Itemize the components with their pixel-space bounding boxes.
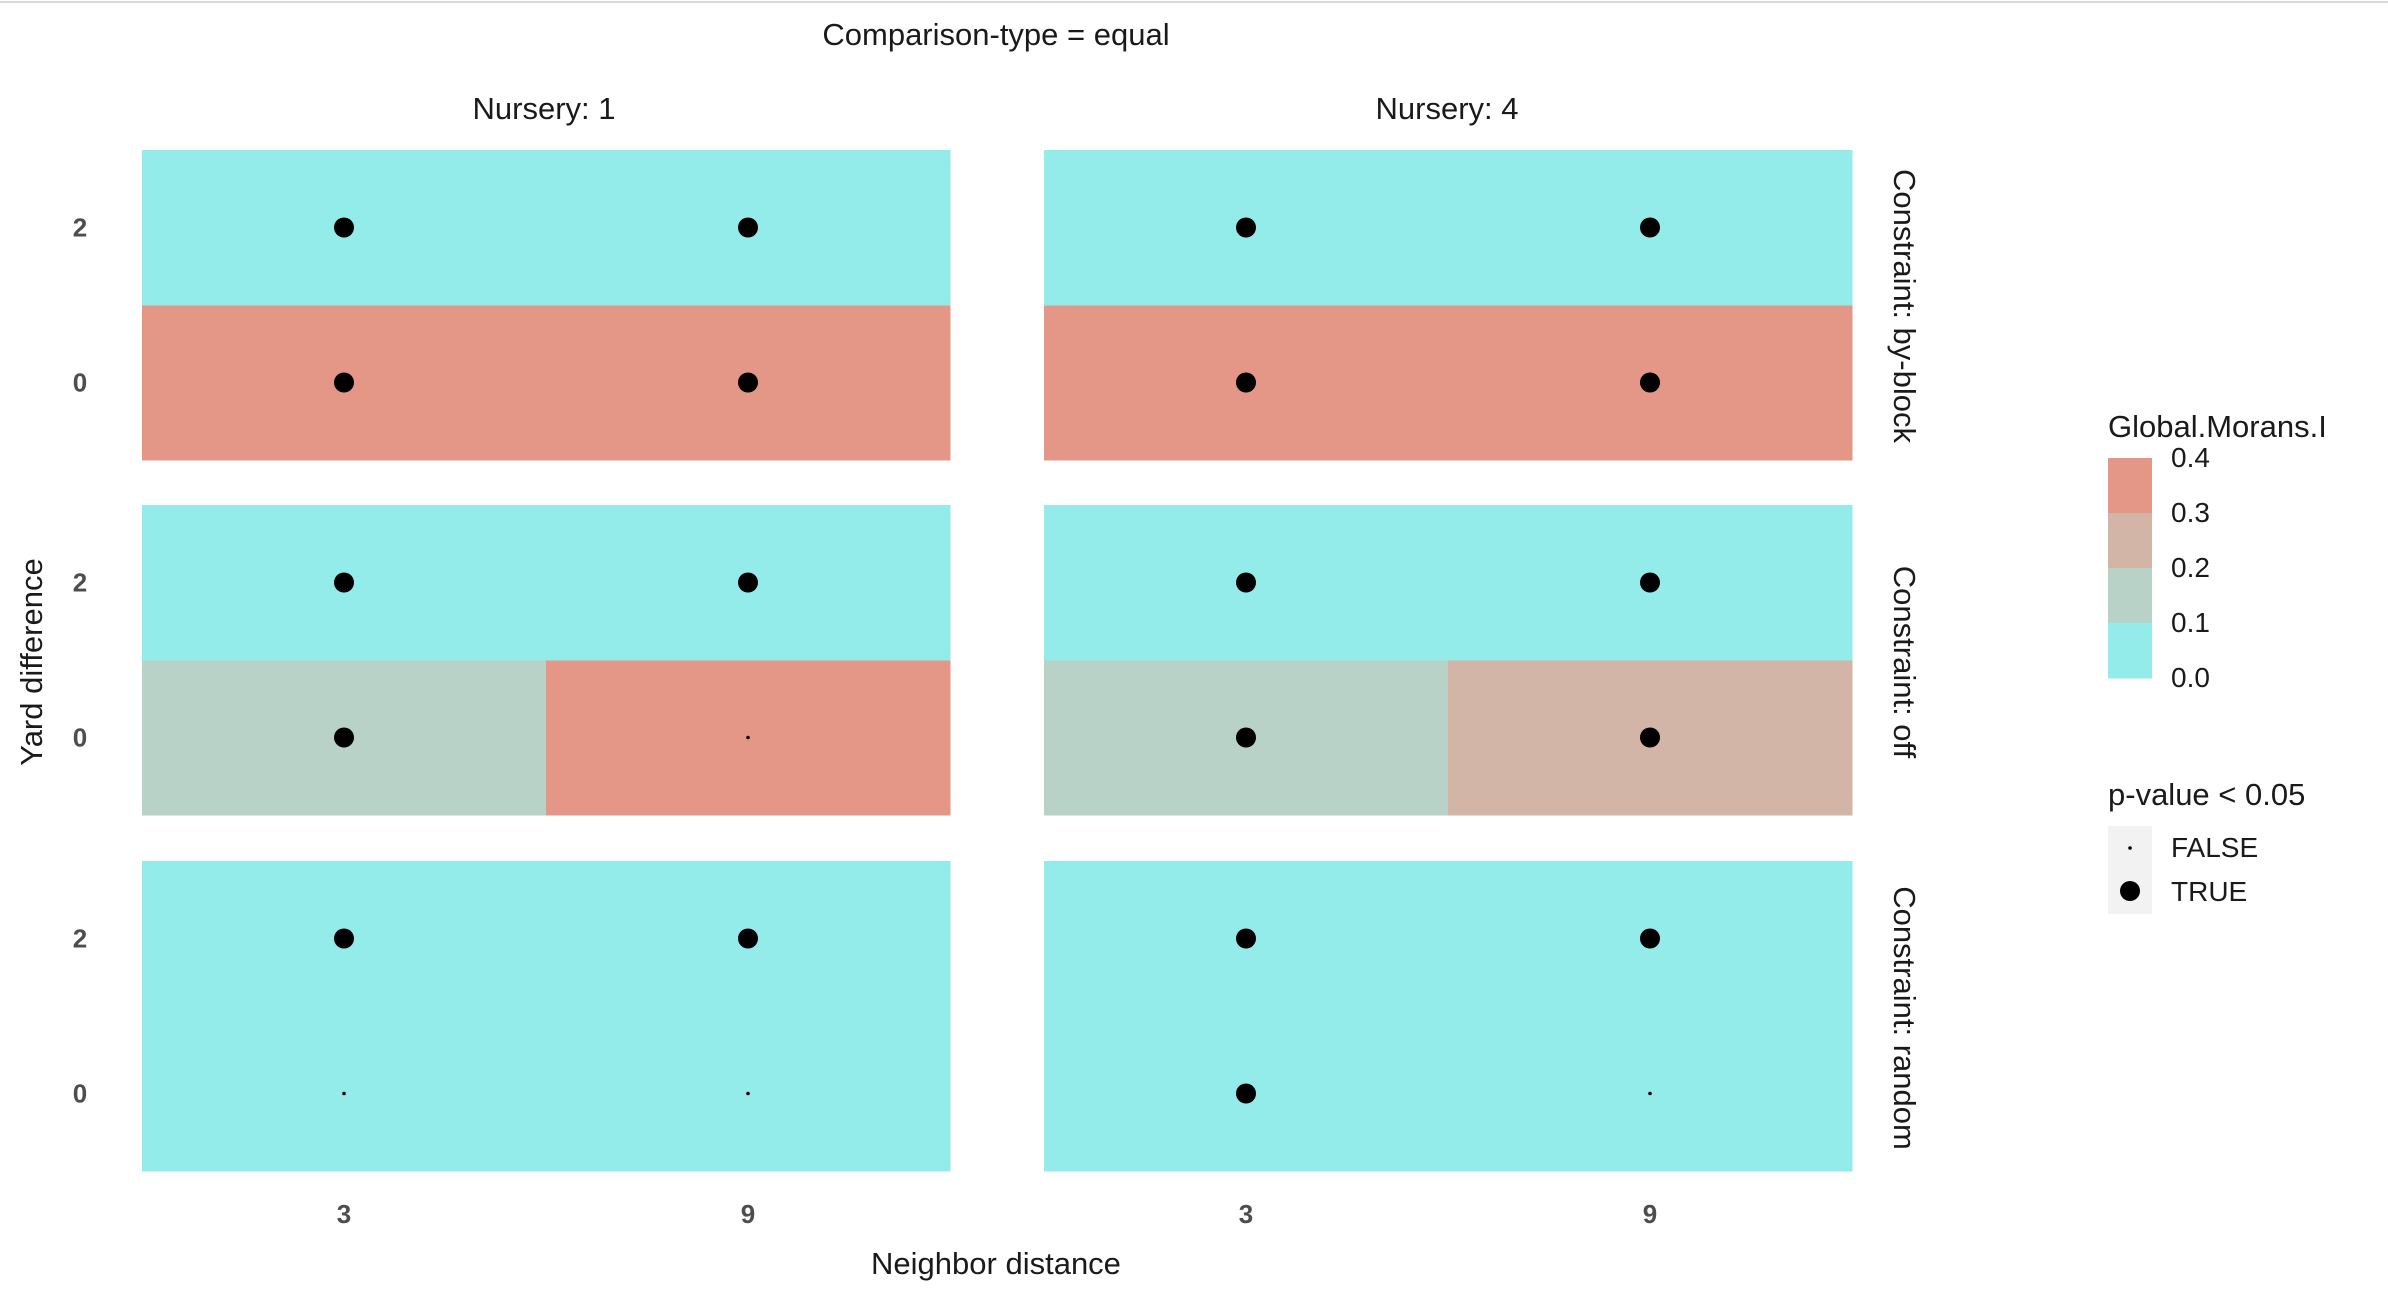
y-tick-label: 0 — [73, 368, 87, 398]
facet-panels — [142, 150, 1853, 1172]
colorbar-segment — [2108, 513, 2152, 569]
y-tick-label: 2 — [73, 568, 87, 598]
significance-point-true — [1236, 928, 1256, 949]
size-legend-false-label: FALSE — [2171, 832, 2258, 863]
significance-point-true — [1236, 372, 1256, 393]
colorbar-label: 0.2 — [2171, 552, 2210, 583]
row-facet-label-by-block: Constraint: by-block — [1887, 169, 1922, 443]
significance-point-true — [738, 572, 758, 593]
x-tick-label: 9 — [1643, 1199, 1657, 1229]
significance-point-false — [342, 1091, 346, 1096]
y-tick-label: 2 — [73, 213, 87, 243]
y-tick-label: 0 — [73, 723, 87, 753]
significance-point-true — [334, 217, 354, 238]
significance-point-true — [1640, 572, 1660, 593]
significance-point-true — [738, 217, 758, 238]
significance-point-true — [334, 572, 354, 593]
row-facet-label-off: Constraint: off — [1887, 566, 1922, 759]
significance-point-true — [738, 928, 758, 949]
significance-point-true — [334, 372, 354, 393]
y-tick-label: 0 — [73, 1079, 87, 1109]
colorbar-segment — [2108, 458, 2152, 514]
significance-point-true — [334, 727, 354, 748]
col-facet-label-nursery-1: Nursery: 1 — [473, 91, 616, 126]
significance-point-false — [1648, 1091, 1652, 1096]
x-tick-label: 3 — [1239, 1199, 1253, 1229]
colorbar-label: 0.0 — [2171, 662, 2210, 693]
size-legend-title: p-value < 0.05 — [2108, 777, 2305, 812]
x-tick-label: 3 — [337, 1199, 351, 1229]
significance-point-true — [1236, 1083, 1256, 1104]
significance-point-false — [746, 735, 750, 740]
col-facet-label-nursery-4: Nursery: 4 — [1376, 91, 1519, 126]
significance-point-true — [1236, 572, 1256, 593]
size-legend-true-point — [2120, 881, 2140, 901]
colorbar-segment — [2108, 623, 2152, 679]
colorbar-label: 0.1 — [2171, 607, 2210, 638]
y-axis-ticks: 0 2 0 2 0 2 — [73, 213, 87, 1109]
fill-legend-title: Global.Morans.I — [2108, 409, 2327, 444]
significance-point-true — [1640, 217, 1660, 238]
fill-legend: Global.Morans.I 0.4 0.3 0.2 0.1 0.0 — [2108, 409, 2327, 693]
row-facet-label-random: Constraint: random — [1887, 886, 1922, 1150]
colorbar-label: 0.3 — [2171, 497, 2210, 528]
size-legend: p-value < 0.05 FALSE TRUE — [2108, 777, 2305, 914]
x-axis-ticks: 3 9 3 9 — [337, 1199, 1657, 1229]
x-axis-title: Neighbor distance — [871, 1246, 1121, 1281]
size-legend-true-label: TRUE — [2171, 876, 2247, 907]
colorbar-label: 0.4 — [2171, 442, 2210, 473]
y-axis-title: Yard difference — [14, 558, 49, 765]
significance-point-true — [334, 928, 354, 949]
significance-point-true — [1236, 727, 1256, 748]
significance-point-true — [1236, 217, 1256, 238]
significance-point-true — [1640, 928, 1660, 949]
x-tick-label: 9 — [741, 1199, 755, 1229]
size-legend-false-point — [2128, 846, 2132, 850]
chart-title: Comparison-type = equal — [822, 17, 1169, 52]
significance-point-true — [738, 372, 758, 393]
significance-point-true — [1640, 372, 1660, 393]
significance-point-false — [746, 1091, 750, 1096]
significance-point-true — [1640, 727, 1660, 748]
fill-legend-colorbar: 0.4 0.3 0.2 0.1 0.0 — [2108, 442, 2210, 693]
colorbar-segment — [2108, 568, 2152, 624]
y-tick-label: 2 — [73, 924, 87, 954]
